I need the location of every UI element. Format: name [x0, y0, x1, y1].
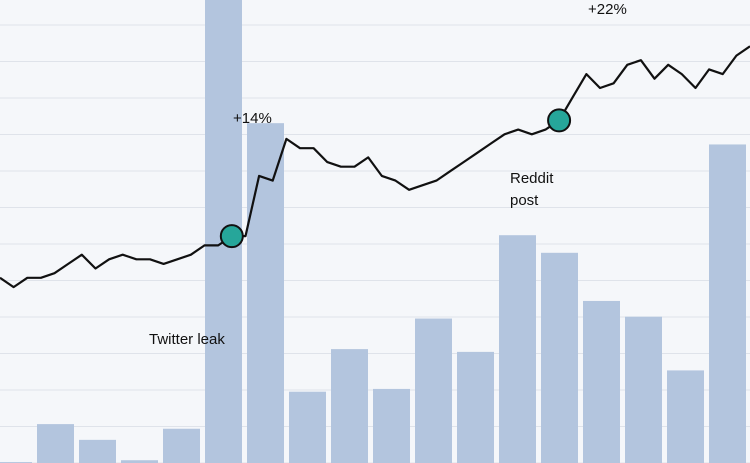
bar [415, 318, 452, 463]
annotation-reddit-2: post [510, 192, 539, 209]
bar [499, 235, 536, 463]
line-series [0, 45, 750, 289]
annotation-peak-2: +22% [588, 1, 627, 18]
bar [457, 351, 494, 463]
bar [373, 388, 410, 463]
bar [37, 424, 74, 463]
bar [709, 144, 746, 463]
annotations: Twitter leak +14% Reddit post +22% [149, 1, 627, 348]
annotation-reddit: Reddit [510, 170, 554, 187]
bar [79, 439, 116, 463]
bar [163, 428, 200, 463]
bar [247, 123, 284, 463]
bar [583, 300, 620, 463]
line-path [0, 45, 750, 289]
bar [625, 316, 662, 463]
bar [667, 370, 704, 463]
annotation-twitter-leak: Twitter leak [149, 331, 225, 348]
event-marker [219, 224, 244, 249]
bar [541, 252, 578, 463]
bar [331, 349, 368, 463]
event-marker [547, 108, 572, 133]
bar [121, 460, 158, 463]
bar [289, 391, 326, 463]
annotation-peak-1: +14% [233, 110, 272, 127]
event-markers [219, 108, 572, 249]
